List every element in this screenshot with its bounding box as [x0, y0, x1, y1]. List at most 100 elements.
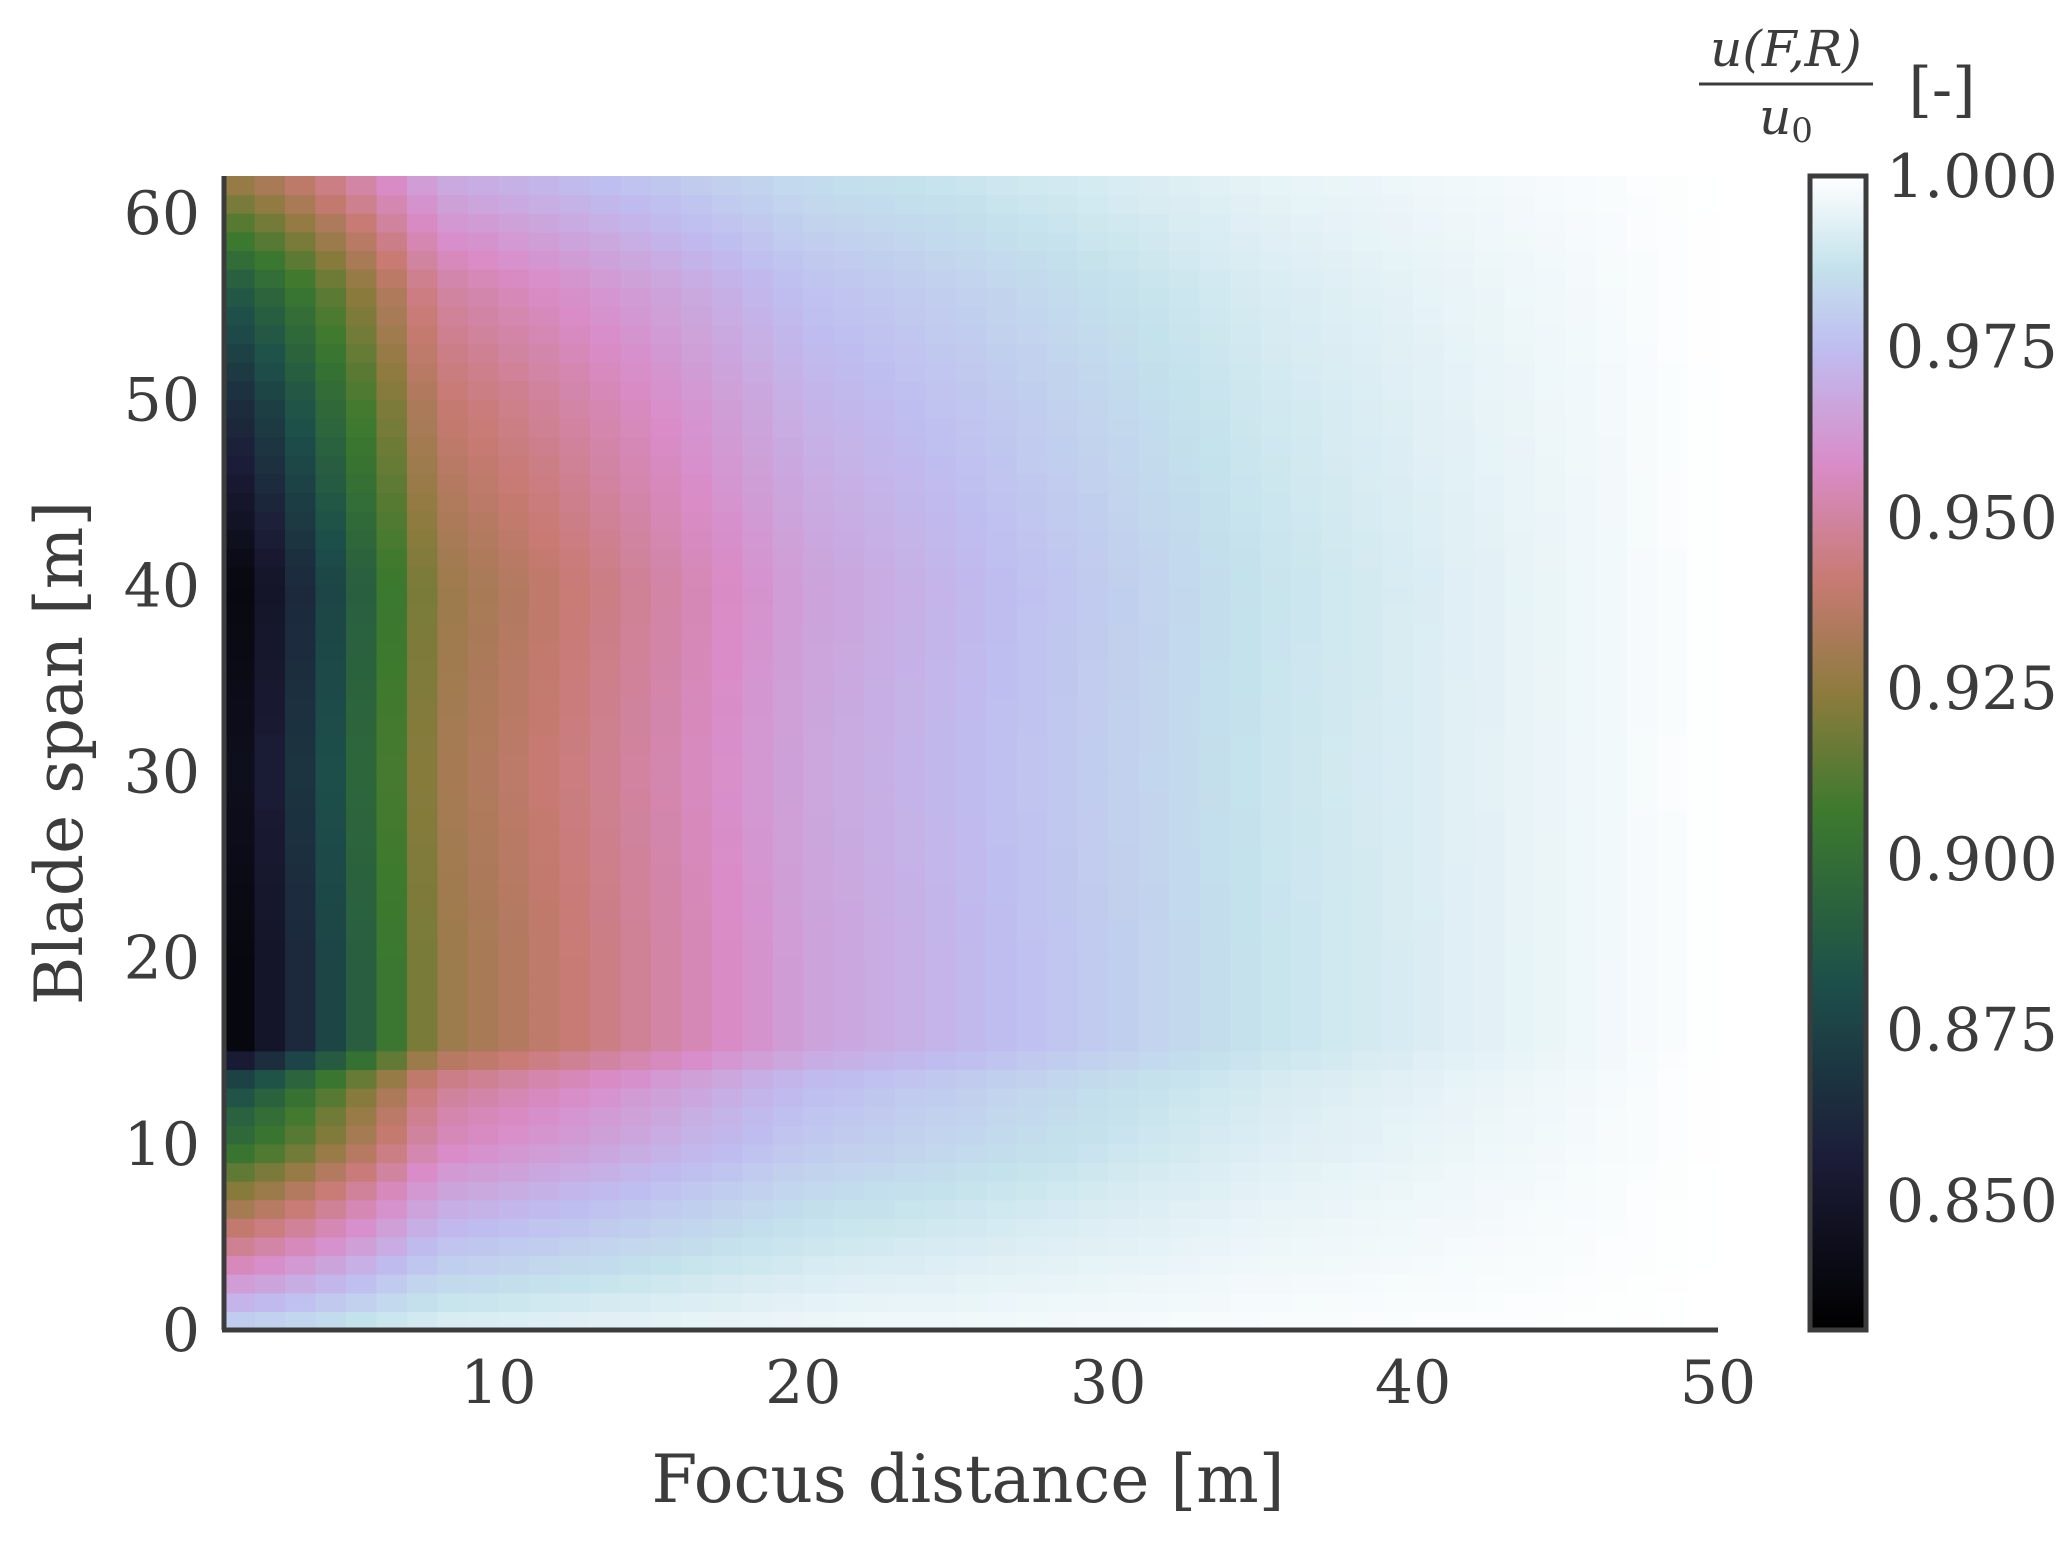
heatmap-cell — [986, 1032, 1018, 1052]
heatmap-cell — [376, 417, 408, 438]
heatmap-cell — [498, 883, 530, 903]
heatmap-cell — [1474, 343, 1506, 363]
heatmap-cell — [1260, 1125, 1292, 1145]
heatmap-cell — [1047, 1013, 1079, 1033]
heatmap-cell — [986, 715, 1018, 735]
heatmap-cell — [1596, 1069, 1628, 1089]
heatmap-cell — [681, 455, 713, 475]
heatmap-cell — [1596, 1311, 1628, 1331]
heatmap-cell — [1352, 548, 1384, 568]
heatmap-cell — [986, 678, 1018, 698]
heatmap-cell — [1413, 1143, 1445, 1164]
heatmap-cell — [1260, 622, 1292, 642]
heatmap-cell — [864, 827, 896, 847]
heatmap-cell — [681, 771, 713, 791]
heatmap-cell — [864, 1088, 896, 1108]
heatmap-cell — [467, 604, 500, 624]
heatmap-cell — [1443, 976, 1475, 996]
heatmap-cell — [315, 269, 347, 289]
heatmap-cell — [711, 734, 743, 754]
heatmap-cell — [315, 1069, 347, 1089]
heatmap-cell — [224, 1106, 256, 1126]
heatmap-cell — [559, 362, 591, 382]
heatmap-cell — [650, 976, 682, 996]
heatmap-cell — [1077, 213, 1109, 233]
heatmap-cell — [650, 1013, 682, 1033]
heatmap-cell — [1138, 901, 1170, 922]
heatmap-cell — [1230, 1181, 1262, 1201]
heatmap-cell — [681, 1181, 713, 1201]
heatmap-cell — [925, 1143, 957, 1164]
heatmap-cell — [1199, 790, 1231, 810]
heatmap-cell — [1565, 659, 1597, 680]
heatmap-cell — [224, 976, 256, 996]
heatmap-cell — [1230, 808, 1262, 829]
heatmap-cell — [1199, 1236, 1231, 1257]
heatmap-cell — [681, 846, 713, 866]
heatmap-cell — [498, 436, 530, 456]
heatmap-cell — [955, 715, 987, 735]
heatmap-cell — [1382, 622, 1414, 642]
heatmap-cell — [1474, 436, 1506, 456]
heatmap-cell — [650, 566, 682, 587]
heatmap-cell — [620, 846, 652, 866]
heatmap-cell — [224, 604, 256, 624]
heatmap-cell — [803, 455, 835, 475]
heatmap-cell — [955, 585, 987, 605]
heatmap-cell — [1199, 1143, 1231, 1164]
heatmap-cell — [467, 380, 500, 400]
heatmap-cell — [803, 306, 835, 326]
heatmap-cell — [1169, 678, 1201, 698]
y-tick-label: 30 — [124, 738, 200, 808]
heatmap-cell — [224, 585, 256, 605]
heatmap-cell — [406, 231, 439, 252]
heatmap-cell — [1260, 976, 1292, 996]
heatmap-cell — [894, 678, 926, 698]
heatmap-cell — [1687, 455, 1719, 475]
heatmap-cell — [589, 1088, 621, 1108]
heatmap-cell — [1535, 901, 1567, 922]
heatmap-cell — [925, 1199, 957, 1219]
heatmap-cell — [772, 194, 804, 214]
heatmap-cell — [559, 622, 591, 642]
heatmap-cell — [1230, 920, 1262, 940]
heatmap-cell — [1596, 473, 1628, 494]
heatmap-cell — [1687, 1162, 1719, 1182]
heatmap-cell — [803, 1032, 835, 1052]
heatmap-cell — [772, 176, 804, 196]
heatmap-cell — [711, 883, 743, 903]
heatmap-cell — [345, 994, 378, 1015]
heatmap-cell — [620, 864, 652, 884]
heatmap-cell — [1291, 901, 1323, 922]
heatmap-cell — [1108, 1181, 1140, 1201]
heatmap-cell — [1016, 976, 1048, 996]
heatmap-cell — [1138, 1181, 1170, 1201]
heatmap-cell — [772, 1088, 804, 1108]
heatmap-cell — [925, 1274, 957, 1294]
heatmap-cell — [1626, 659, 1658, 680]
heatmap-cell — [986, 492, 1018, 512]
heatmap-cell — [711, 529, 743, 549]
heatmap-cell — [1596, 399, 1628, 419]
heatmap-cell — [1138, 1143, 1170, 1164]
heatmap-cell — [406, 1181, 439, 1201]
heatmap-cell — [894, 473, 926, 494]
heatmap-cell — [345, 1181, 378, 1201]
heatmap-cell — [1443, 864, 1475, 884]
heatmap-cell — [406, 1292, 439, 1312]
heatmap-cell — [1565, 753, 1597, 773]
heatmap-cell — [284, 715, 317, 735]
heatmap-cell — [925, 1255, 957, 1275]
heatmap-cell — [1260, 920, 1292, 940]
heatmap-cell — [498, 194, 530, 214]
heatmap-cell — [681, 436, 713, 456]
heatmap-cell — [1596, 585, 1628, 605]
heatmap-cell — [589, 324, 621, 345]
heatmap-cell — [1535, 455, 1567, 475]
heatmap-cell — [1657, 1106, 1689, 1126]
heatmap-cell — [376, 399, 408, 419]
heatmap-cell — [1199, 1218, 1231, 1238]
heatmap-cell — [772, 734, 804, 754]
heatmap-cell — [681, 399, 713, 419]
heatmap-cell — [559, 1069, 591, 1089]
